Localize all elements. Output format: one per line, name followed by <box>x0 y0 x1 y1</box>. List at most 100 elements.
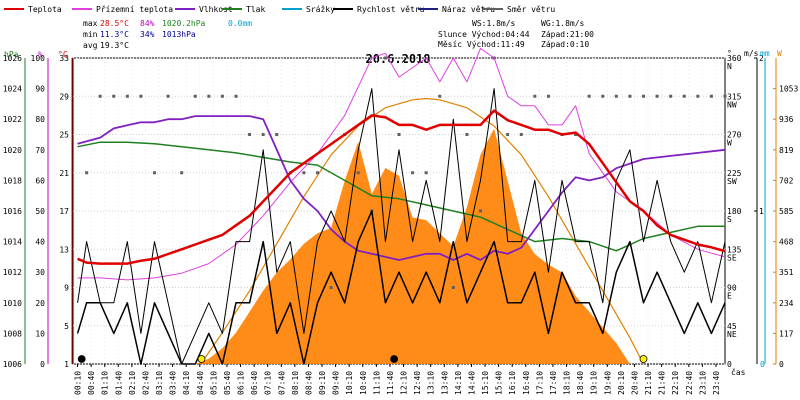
info-panel: WS:1.8m/s WG:1.8m/s Slunce Východ:04:44 … <box>438 19 594 49</box>
time-tick-label: 17:10 <box>535 371 544 395</box>
series-prizemni-line <box>77 47 726 281</box>
time-tick-label: 07:40 <box>277 371 286 395</box>
time-tick-label: 11:10 <box>372 371 381 395</box>
hpa-tick-label: 1020 <box>3 146 22 155</box>
dir-tick-label: N <box>727 62 732 71</box>
pct-tick-label: 60 <box>35 176 45 185</box>
time-tick-label: 05:10 <box>209 371 218 395</box>
dir-tick-label: NE <box>727 330 737 339</box>
time-tick-label: 18:40 <box>576 371 585 395</box>
ms-tick-label: 1 <box>759 207 764 216</box>
degc-tick-label: 17 <box>59 207 69 216</box>
degc-tick-label: 21 <box>59 169 69 178</box>
time-tick-label: 19:10 <box>590 371 599 395</box>
degc-axis-label: °C <box>58 50 68 59</box>
smer-vetru-point <box>98 94 102 98</box>
time-tick-label: 02:10 <box>128 371 137 395</box>
w-tick-label: 468 <box>779 238 794 247</box>
time-tick-label: 23:10 <box>698 371 707 395</box>
dir-tick-label: 90 <box>727 284 737 293</box>
smer-vetru-point <box>234 94 238 98</box>
chart-title: 20.6.2018 <box>365 52 430 66</box>
time-tick-label: 13:40 <box>440 371 449 395</box>
hpa-axis-label: hPa <box>4 50 19 59</box>
stat-min-hum: 34% <box>140 30 155 39</box>
time-tick-label: 22:40 <box>685 371 694 395</box>
pct-tick-label: 30 <box>35 268 45 277</box>
time-tick-label: 03:10 <box>155 371 164 395</box>
smer-vetru-point <box>465 133 469 136</box>
dir-tick-label: SW <box>727 177 737 186</box>
dir-tick-label: 225 <box>727 169 742 178</box>
pct-tick-label: 100 <box>31 54 46 63</box>
smer-vetru-point <box>655 94 659 98</box>
smer-vetru-point <box>329 286 333 289</box>
legend-label: Srážky <box>306 5 335 14</box>
degc-tick-label: 25 <box>59 131 69 140</box>
pct-tick-label: 10 <box>35 329 45 338</box>
w-axis-label: W <box>777 49 782 58</box>
smer-vetru-point <box>614 94 618 98</box>
dir-tick-label: 360 <box>727 54 742 63</box>
series-tlak-line <box>77 141 725 252</box>
dir-tick-label: 45 <box>727 322 737 331</box>
stats-panel: max 28.5°C 84% 1020.2hPa 0.0mm min 11.3°… <box>83 19 252 50</box>
degc-tick-label: 33 <box>59 54 69 63</box>
time-tick-label: 12:10 <box>400 371 409 395</box>
dir-tick-label: 315 <box>727 92 742 101</box>
w-tick-label: 117 <box>779 329 794 338</box>
time-tick-label: 07:10 <box>264 371 273 395</box>
time-tick-label: 06:40 <box>250 371 259 395</box>
dir-tick-label: 180 <box>727 207 742 216</box>
pct-tick-label: 0 <box>40 360 45 369</box>
time-tick-label: 17:40 <box>549 371 558 395</box>
legend-label: Náraz větru <box>442 5 495 14</box>
legend-label: Přízemní teplota <box>96 5 173 14</box>
stat-max-press: 1020.2hPa <box>162 19 206 28</box>
series-teplota-line <box>77 109 726 265</box>
time-tick-label: 18:10 <box>563 371 572 395</box>
time-tick-label: 10:10 <box>345 371 354 395</box>
smer-vetru-point <box>166 94 170 98</box>
w-tick-label: 819 <box>779 146 794 155</box>
series-slunecni-zareni-area <box>195 128 630 364</box>
ms-axis-label: m/s <box>744 49 759 58</box>
stat-avg-label: avg <box>83 41 98 50</box>
smer-vetru-point <box>479 209 482 213</box>
smer-vetru-point <box>302 171 306 175</box>
series-teoreticke_zareni-line <box>200 97 645 365</box>
time-tick-label: 02:40 <box>141 371 150 395</box>
smer-vetru-point <box>709 94 713 98</box>
time-tick-label: 21:40 <box>658 371 667 395</box>
pct-tick-label: 40 <box>35 238 45 247</box>
time-tick-label: 22:10 <box>671 371 680 395</box>
smer-vetru-point <box>248 133 252 136</box>
time-tick-label: 03:40 <box>169 371 178 395</box>
smer-vetru-point <box>220 94 224 98</box>
smer-vetru-point <box>153 171 156 175</box>
dir-tick-label: SE <box>727 253 737 262</box>
stat-min-press: 1013hPa <box>162 30 196 39</box>
dir-tick-label: S <box>727 215 732 224</box>
w-tick-label: 585 <box>779 207 794 216</box>
time-tick-label: 09:40 <box>332 371 341 395</box>
smer-vetru-point <box>397 133 401 136</box>
smer-vetru-point <box>424 171 428 175</box>
degc-tick-label: 5 <box>64 322 69 331</box>
time-tick-label: 00:10 <box>74 371 83 395</box>
smer-vetru-point <box>85 171 89 175</box>
dir-tick-label: 270 <box>727 131 742 140</box>
smer-vetru-point <box>112 94 116 98</box>
pct-axis-label: % <box>38 50 43 59</box>
w-tick-label: 351 <box>779 268 794 277</box>
smer-vetru-point <box>533 94 537 98</box>
time-tick-label: 20:10 <box>617 371 626 395</box>
smer-vetru-point <box>261 133 265 136</box>
smer-vetru-point <box>180 171 184 175</box>
w-tick-label: 936 <box>779 115 794 124</box>
smer-vetru-point <box>356 171 360 175</box>
stat-max-temp: 28.5°C <box>100 19 129 28</box>
dir-tick-label: NW <box>727 100 737 109</box>
pct-tick-label: 20 <box>35 299 45 308</box>
dir-tick-label: 135 <box>727 245 742 254</box>
